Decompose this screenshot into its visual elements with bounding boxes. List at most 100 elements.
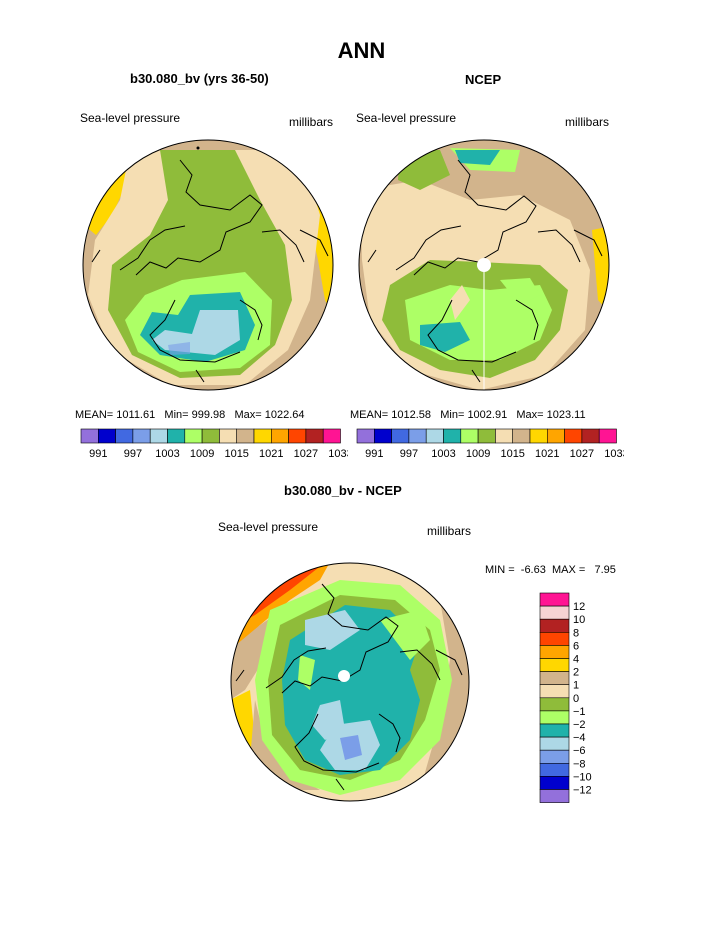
colorbar-diff-swatch [539,592,570,607]
colorbar-panel1-swatch [115,428,134,444]
colorbar-panel2-tick-label: 991 [365,448,383,460]
colorbar-diff-swatch [539,605,570,620]
colorbar-panel1-tick-label: 1033 [328,448,348,460]
colorbar-panel1-tick-label: 1021 [259,448,283,460]
colorbar-panel1-swatch [288,428,307,444]
colorbar-panel1-tick-label: 1009 [190,448,214,460]
colorbar-diff-swatch [539,631,570,646]
colorbar-panel1-swatch [271,428,289,444]
diff-units-label: millibars [427,524,472,538]
main-title: ANN [337,38,386,63]
colorbar-diff-label: 12 [573,601,585,613]
map1 [83,140,333,390]
colorbar-panel2-swatch [425,428,444,444]
colorbar-diff-swatch [539,776,570,790]
colorbar-diff-swatch [539,684,570,699]
colorbar-panel1-tick-label: 1027 [294,448,318,460]
panel1-min-value: 999.98 [191,409,226,421]
colorbar-panel1-swatch [305,428,324,444]
colorbar-diff-swatch [539,749,570,764]
panel2-title: NCEP [465,72,502,87]
colorbar-panel2-tick-label: 1027 [570,448,594,460]
colorbar-diff-label: −10 [573,771,592,783]
colorbar-panel2-swatch [373,428,392,444]
colorbar-panel1-swatch [201,428,220,444]
colorbar-diff-swatch [539,763,570,777]
panel1-mean-label: MEAN= [75,409,114,421]
diff-stats: MIN = -6.63 MAX = 7.95 [485,564,616,576]
panel2-variable-label: Sea-level pressure [356,111,457,125]
colorbar-diff-label: −6 [573,745,586,757]
colorbar-diff-swatch [539,671,570,685]
colorbar-panel1-tick-label: 991 [89,448,107,460]
colorbar-panel2-tick-label: 1015 [500,448,524,460]
colorbar-panel1-swatch [80,428,99,444]
colorbar-panel2-swatch [547,428,565,444]
colorbar-panel1-swatch [184,428,203,444]
colorbar-panel2-swatch [391,428,410,444]
colorbar-panel2-tick-label: 1033 [604,448,624,460]
colorbar-panel1-swatch [149,428,168,444]
colorbar-panel1: 991 997 1003 1009 1015 1021 1027 1033 [80,428,348,460]
colorbar-diff-label: 4 [573,654,579,666]
colorbar-diff-swatch [539,618,570,633]
colorbar-panel2-swatch [564,428,583,444]
colorbar-panel1-tick-label: 1003 [155,448,179,460]
colorbar-diff-label: −2 [573,719,586,731]
colorbar-diff-label: 1 [573,680,579,692]
diff-min-label: MIN = [485,564,515,576]
panel2-units-label: millibars [565,115,610,129]
colorbar-diff-swatch [539,697,570,712]
colorbar-panel1-swatch [132,428,151,444]
colorbar-panel2-swatch [581,428,600,444]
panel2-mean-value: 1012.58 [391,409,432,421]
colorbar-diff-swatch [539,645,570,659]
colorbar-diff-swatch [539,710,570,725]
colorbar-panel2: 991 997 1003 1009 1015 1021 1027 1033 [356,428,624,460]
colorbar-panel2-swatch [356,428,375,444]
colorbar-panel1-tick-label: 997 [124,448,142,460]
colorbar-diff-swatch [539,723,570,738]
diff-title: b30.080_bv - NCEP [284,483,402,498]
colorbar-panel1-swatch [97,428,116,444]
panel1-units-label: millibars [289,115,334,129]
colorbar-diff-label: −8 [573,758,586,770]
colorbar-panel1-swatch [167,428,186,444]
colorbar-diff-label: 2 [573,667,579,679]
panel2-min-label: Min= [440,409,465,421]
colorbar-diff-label: 6 [573,640,579,652]
colorbar-diff-swatch [539,789,570,803]
map3-outline [230,562,470,802]
map2 [359,140,609,390]
colorbar-panel2-swatch [443,428,462,444]
colorbar-diff-label: −1 [573,706,586,718]
colorbar-diff-label: 10 [573,614,585,626]
panel1-min-label: Min= [164,409,189,421]
colorbar-panel2-tick-label: 1021 [535,448,559,460]
colorbar-panel1-swatch [219,428,237,444]
panel1-max-value: 1022.64 [264,409,305,421]
colorbar-panel1-swatch [253,428,272,444]
colorbar-diff-swatch [539,658,570,672]
colorbar-panel1-tick-label: 1015 [224,448,248,460]
colorbar-diff-label: −12 [573,785,592,797]
colorbar-diff-label: 8 [573,627,579,639]
colorbar-panel2-tick-label: 997 [400,448,418,460]
colorbar-panel2-swatch [477,428,496,444]
colorbar-panel2-swatch [495,428,513,444]
diff-variable-label: Sea-level pressure [218,520,319,534]
colorbar-panel2-tick-label: 1003 [431,448,455,460]
map1-outline [82,139,334,391]
colorbar-diff-label: 0 [573,693,579,705]
panel1-max-label: Max= [234,409,262,421]
colorbar-diff-swatch [539,736,570,751]
diff-max-label: MAX = [551,564,586,576]
diff-min-value: -6.63 [520,564,546,576]
colorbar-panel2-swatch [512,428,531,444]
colorbar-panel2-tick-label: 1009 [466,448,490,460]
panel1-variable-label: Sea-level pressure [80,111,181,125]
map2-outline [358,139,610,391]
panel1-mean-value: 1011.61 [116,409,156,421]
